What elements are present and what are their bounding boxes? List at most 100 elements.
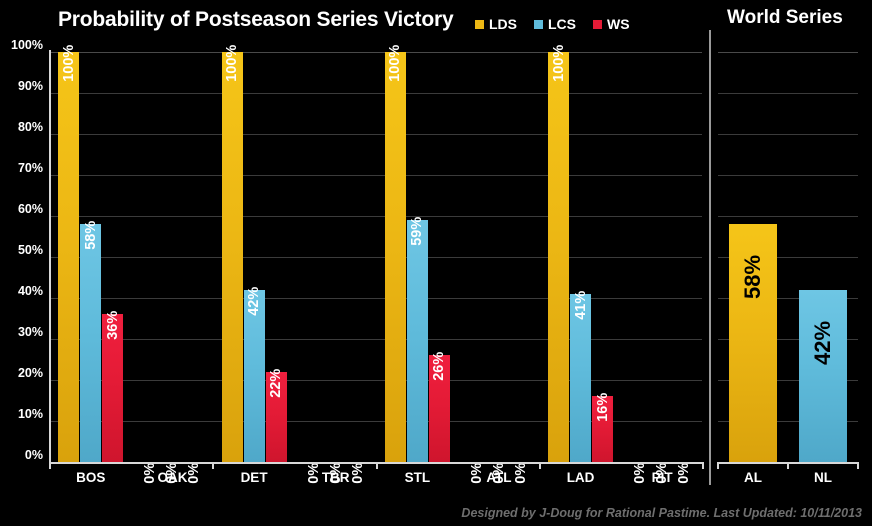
bar-value-label: 0%: [305, 462, 322, 484]
bar-stl-lds[interactable]: [384, 52, 406, 462]
gridline: [50, 298, 702, 299]
gridline: [718, 134, 858, 135]
bar-det-ws[interactable]: [265, 371, 287, 462]
x-axis-label-det: DET: [240, 470, 268, 485]
bar-value-label: 58%: [82, 220, 99, 250]
y-axis-tick-label: 80%: [17, 120, 43, 134]
gridline: [718, 380, 858, 381]
y-axis-tick-label: 70%: [17, 161, 43, 175]
bar-value-label: 0%: [468, 462, 485, 484]
legend-label: LDS: [489, 16, 517, 32]
x-axis-label-stl: STL: [404, 470, 431, 485]
x-axis-label-nl: NL: [814, 470, 832, 485]
bar-value-label: 0%: [675, 462, 692, 484]
gridline: [718, 52, 858, 53]
gridline: [50, 93, 702, 94]
y-axis-tick-label: 40%: [17, 284, 43, 298]
legend-label: LCS: [548, 16, 576, 32]
bar-value-label: 0%: [631, 462, 648, 484]
gridline: [50, 257, 702, 258]
world-series-plot-area: 58% 42%: [718, 52, 858, 463]
gridline: [718, 339, 858, 340]
bar-value-label: 16%: [594, 393, 611, 423]
bar-value-label: 22%: [267, 368, 284, 398]
bar-value-label: 42%: [245, 286, 262, 316]
y-axis-tick-label: 0%: [24, 448, 43, 462]
bar-world-series-nl[interactable]: [799, 289, 847, 462]
bar-value-label: 100%: [60, 44, 77, 82]
bar-value-label: 59%: [409, 216, 426, 246]
main-plot-area: 100% 58% 36% 0% 0% 0% 100% 42% 22% 0% 0% 0% 100% 59% 2…: [50, 45, 702, 484]
gridline: [50, 421, 702, 422]
x-axis-tick: [49, 462, 51, 469]
bar-bos-ws[interactable]: [102, 314, 124, 462]
gridline: [718, 216, 858, 217]
bar-value-label: 100%: [550, 44, 567, 82]
bar-value-label: 0%: [512, 462, 529, 484]
bar-world-series-al[interactable]: [729, 224, 777, 462]
footer-credit: Designed by J-Doug for Rational Pastime.…: [461, 506, 862, 520]
gridline: [718, 175, 858, 176]
legend-swatch-lcs-icon: [534, 19, 543, 29]
legend-item-lds: LDS: [475, 17, 517, 31]
gridline: [718, 257, 858, 258]
bar-det-lds[interactable]: [221, 52, 243, 462]
x-axis-label-al: AL: [744, 470, 762, 485]
legend-swatch-ws-icon: [593, 19, 602, 29]
bar-value-label: 58%: [740, 255, 765, 300]
gridline: [718, 298, 858, 299]
x-axis-label-tbr: TBR: [321, 470, 350, 485]
chart-legend: LDS LCS WS: [475, 15, 630, 33]
legend-swatch-lds-icon: [475, 19, 484, 29]
gridline: [718, 421, 858, 422]
bar-value-label: 26%: [431, 352, 448, 382]
bar-value-label: 0%: [349, 462, 366, 484]
bar-value-label: 100%: [223, 44, 240, 82]
y-axis-tick-label: 100%: [11, 38, 43, 52]
y-axis-line: [49, 50, 51, 464]
bar-value-label: 0%: [142, 462, 159, 484]
gridline: [50, 134, 702, 135]
x-axis-label-bos: BOS: [76, 470, 106, 485]
bar-stl-ws[interactable]: [428, 355, 450, 462]
x-axis-tick: [787, 462, 789, 469]
bar-lad-lds[interactable]: [548, 52, 570, 462]
y-axis-tick-label: 30%: [17, 325, 43, 339]
x-axis-tick: [717, 462, 719, 469]
x-axis-label-pit: PIT: [651, 470, 673, 485]
bar-bos-lds[interactable]: [58, 52, 80, 462]
page-title: Probability of Postseason Series Victory: [58, 8, 454, 31]
gridline: [50, 216, 702, 217]
y-axis-tick-label: 10%: [17, 407, 43, 421]
x-axis-tick: [538, 462, 541, 469]
x-axis-tick: [857, 462, 859, 469]
bar-lad-lcs[interactable]: [570, 293, 592, 462]
y-axis-tick-label: 20%: [17, 366, 43, 380]
bar-value-label: 0%: [186, 462, 203, 484]
bar-bos-lcs[interactable]: [80, 224, 102, 462]
x-axis-tick: [212, 462, 215, 469]
legend-label: WS: [607, 16, 630, 32]
x-axis-label-atl: ATL: [486, 470, 512, 485]
panel-divider: [709, 30, 711, 485]
y-axis-tick-label: 90%: [17, 79, 43, 93]
bar-value-label: 42%: [810, 320, 835, 365]
gridline: [718, 93, 858, 94]
y-axis-tick-label: 50%: [17, 243, 43, 257]
bar-stl-lcs[interactable]: [406, 220, 428, 462]
world-series-panel-title: World Series: [727, 7, 843, 28]
bar-value-label: 41%: [572, 290, 589, 320]
x-axis-tick: [375, 462, 378, 469]
x-axis-label-lad: LAD: [566, 470, 595, 485]
bar-value-label: 100%: [387, 44, 404, 82]
gridline: [50, 175, 702, 176]
legend-item-lcs: LCS: [534, 17, 576, 31]
x-axis-tick: [702, 462, 704, 469]
gridline: [50, 52, 702, 53]
bar-lad-ws[interactable]: [592, 396, 614, 462]
x-axis-label-oak: OAK: [157, 470, 188, 485]
bar-det-lcs[interactable]: [243, 289, 265, 462]
gridline: [50, 339, 702, 340]
y-axis-tick-label: 60%: [17, 202, 43, 216]
